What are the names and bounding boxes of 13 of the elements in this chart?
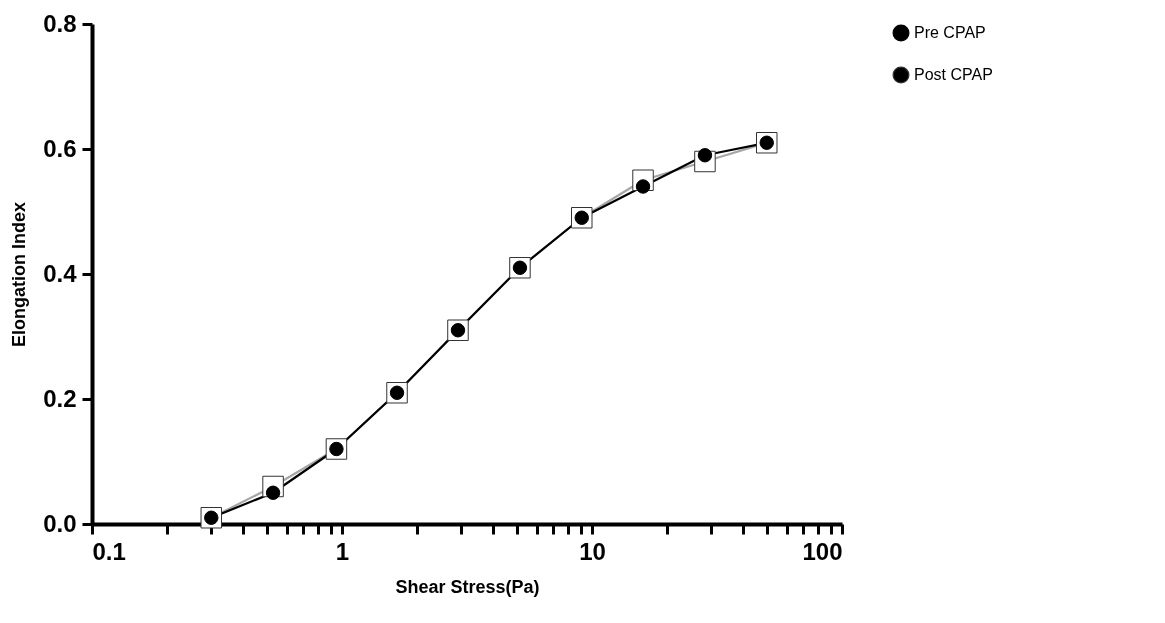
y-tick-label: 0.6 [43, 134, 77, 162]
y-axis-title: Elongation Index [9, 201, 30, 348]
x-tick-label: 10 [579, 537, 606, 565]
y-tick-label: 0.2 [43, 384, 77, 412]
x-axis-title: Shear Stress(Pa) [395, 576, 540, 597]
x-tick-label: 100 [802, 537, 843, 565]
y-tick-label: 0.8 [43, 9, 77, 37]
x-tick-label: 1 [335, 537, 350, 565]
x-tick-label: 0.1 [92, 537, 126, 565]
legend-label: Post CPAP [914, 66, 993, 83]
y-tick-label: 0.0 [43, 509, 77, 537]
legend-label: Pre CPAP [914, 24, 986, 41]
y-tick-label: 0.4 [43, 259, 78, 287]
